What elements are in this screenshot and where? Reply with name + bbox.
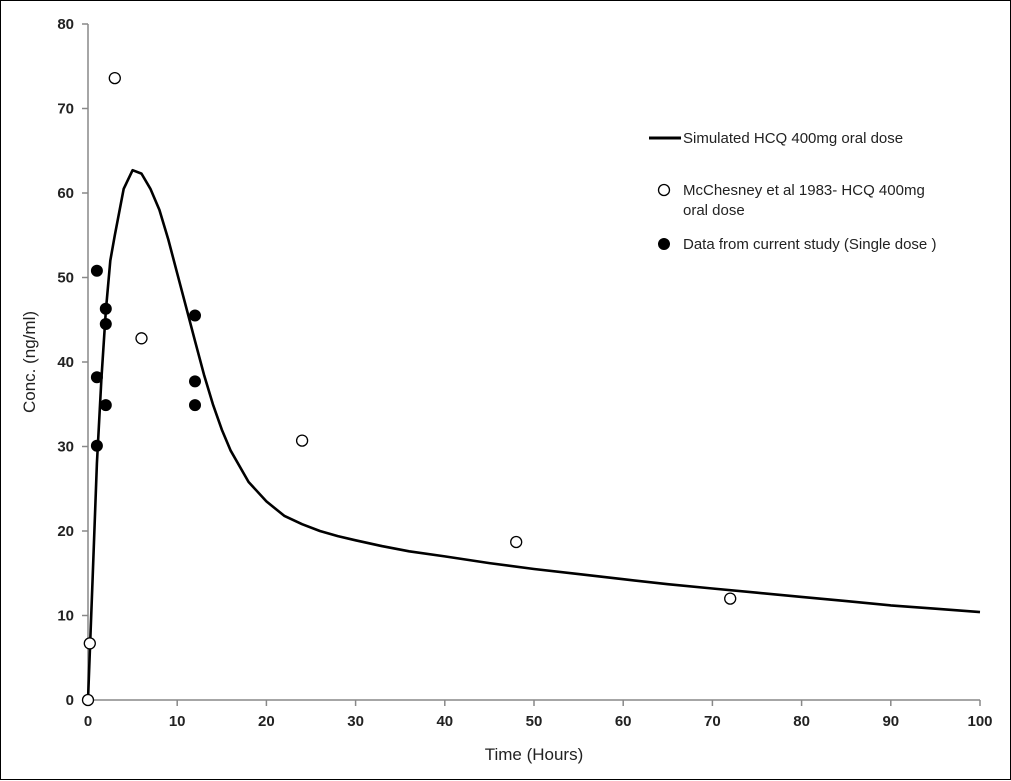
current-study-point [189, 399, 201, 412]
axes [87, 24, 980, 701]
y-tick-label: 40 [57, 354, 74, 371]
x-tick-label: 80 [793, 713, 810, 730]
y-tick-label: 0 [66, 692, 74, 709]
legend-filled-circle-marker [658, 238, 670, 250]
current-study-point [99, 318, 112, 330]
x-tick-label: 90 [882, 713, 899, 730]
current-study-point [90, 439, 103, 452]
mcchesney-point [108, 71, 121, 85]
x-axis-title: Time (Hours) [485, 745, 584, 764]
x-tick-label: 60 [615, 713, 632, 730]
simulated-hcq-line [86, 168, 981, 701]
x-tick-label: 20 [258, 713, 275, 730]
current-study-point [99, 302, 112, 315]
current-study-point [189, 375, 201, 388]
mcchesney-point [135, 332, 148, 345]
x-ticks: 0 10 20 30 40 50 60 70 80 90 100 [84, 700, 993, 730]
y-ticks: 0 10 20 30 40 50 60 70 80 [57, 16, 88, 709]
mcchesney-point [724, 592, 737, 605]
y-tick-label: 80 [57, 16, 74, 33]
legend-label-mcchesney: McChesney et al 1983- HCQ 400mg oral dos… [683, 182, 929, 219]
current-study-point [90, 371, 103, 384]
series-layer [81, 71, 981, 707]
x-tick-label: 0 [84, 713, 92, 730]
x-tick-label: 100 [967, 713, 992, 730]
y-axis-title: Conc. (ng/ml) [20, 311, 39, 413]
y-tick-label: 70 [57, 101, 74, 118]
x-tick-label: 30 [347, 713, 364, 730]
legend-open-circle-marker [657, 183, 671, 197]
legend-label-simulated: Simulated HCQ 400mg oral dose [683, 130, 903, 147]
mcchesney-point [510, 535, 523, 549]
legend-label-mcchesney-line2: oral dose [683, 202, 745, 219]
mcchesney-point [81, 693, 95, 707]
x-tick-label: 50 [526, 713, 543, 730]
y-tick-label: 10 [57, 608, 74, 625]
y-tick-label: 60 [57, 185, 74, 202]
mcchesney-point [295, 434, 309, 447]
y-tick-label: 50 [57, 270, 74, 287]
y-tick-label: 20 [57, 523, 74, 540]
current-study-point [90, 264, 103, 277]
legend: Simulated HCQ 400mg oral dose McChesney … [649, 130, 936, 253]
legend-label-current-study: Data from current study (Single dose ) [683, 236, 936, 253]
x-tick-label: 70 [704, 713, 721, 730]
mcchesney-point [83, 637, 96, 650]
x-tick-label: 10 [169, 713, 186, 730]
y-tick-label: 30 [57, 439, 74, 456]
current-study-point [189, 309, 201, 322]
current-study-point [99, 399, 112, 412]
legend-label-mcchesney-line1: McChesney et al 1983- HCQ 400mg [683, 182, 925, 199]
x-tick-label: 40 [436, 713, 453, 730]
